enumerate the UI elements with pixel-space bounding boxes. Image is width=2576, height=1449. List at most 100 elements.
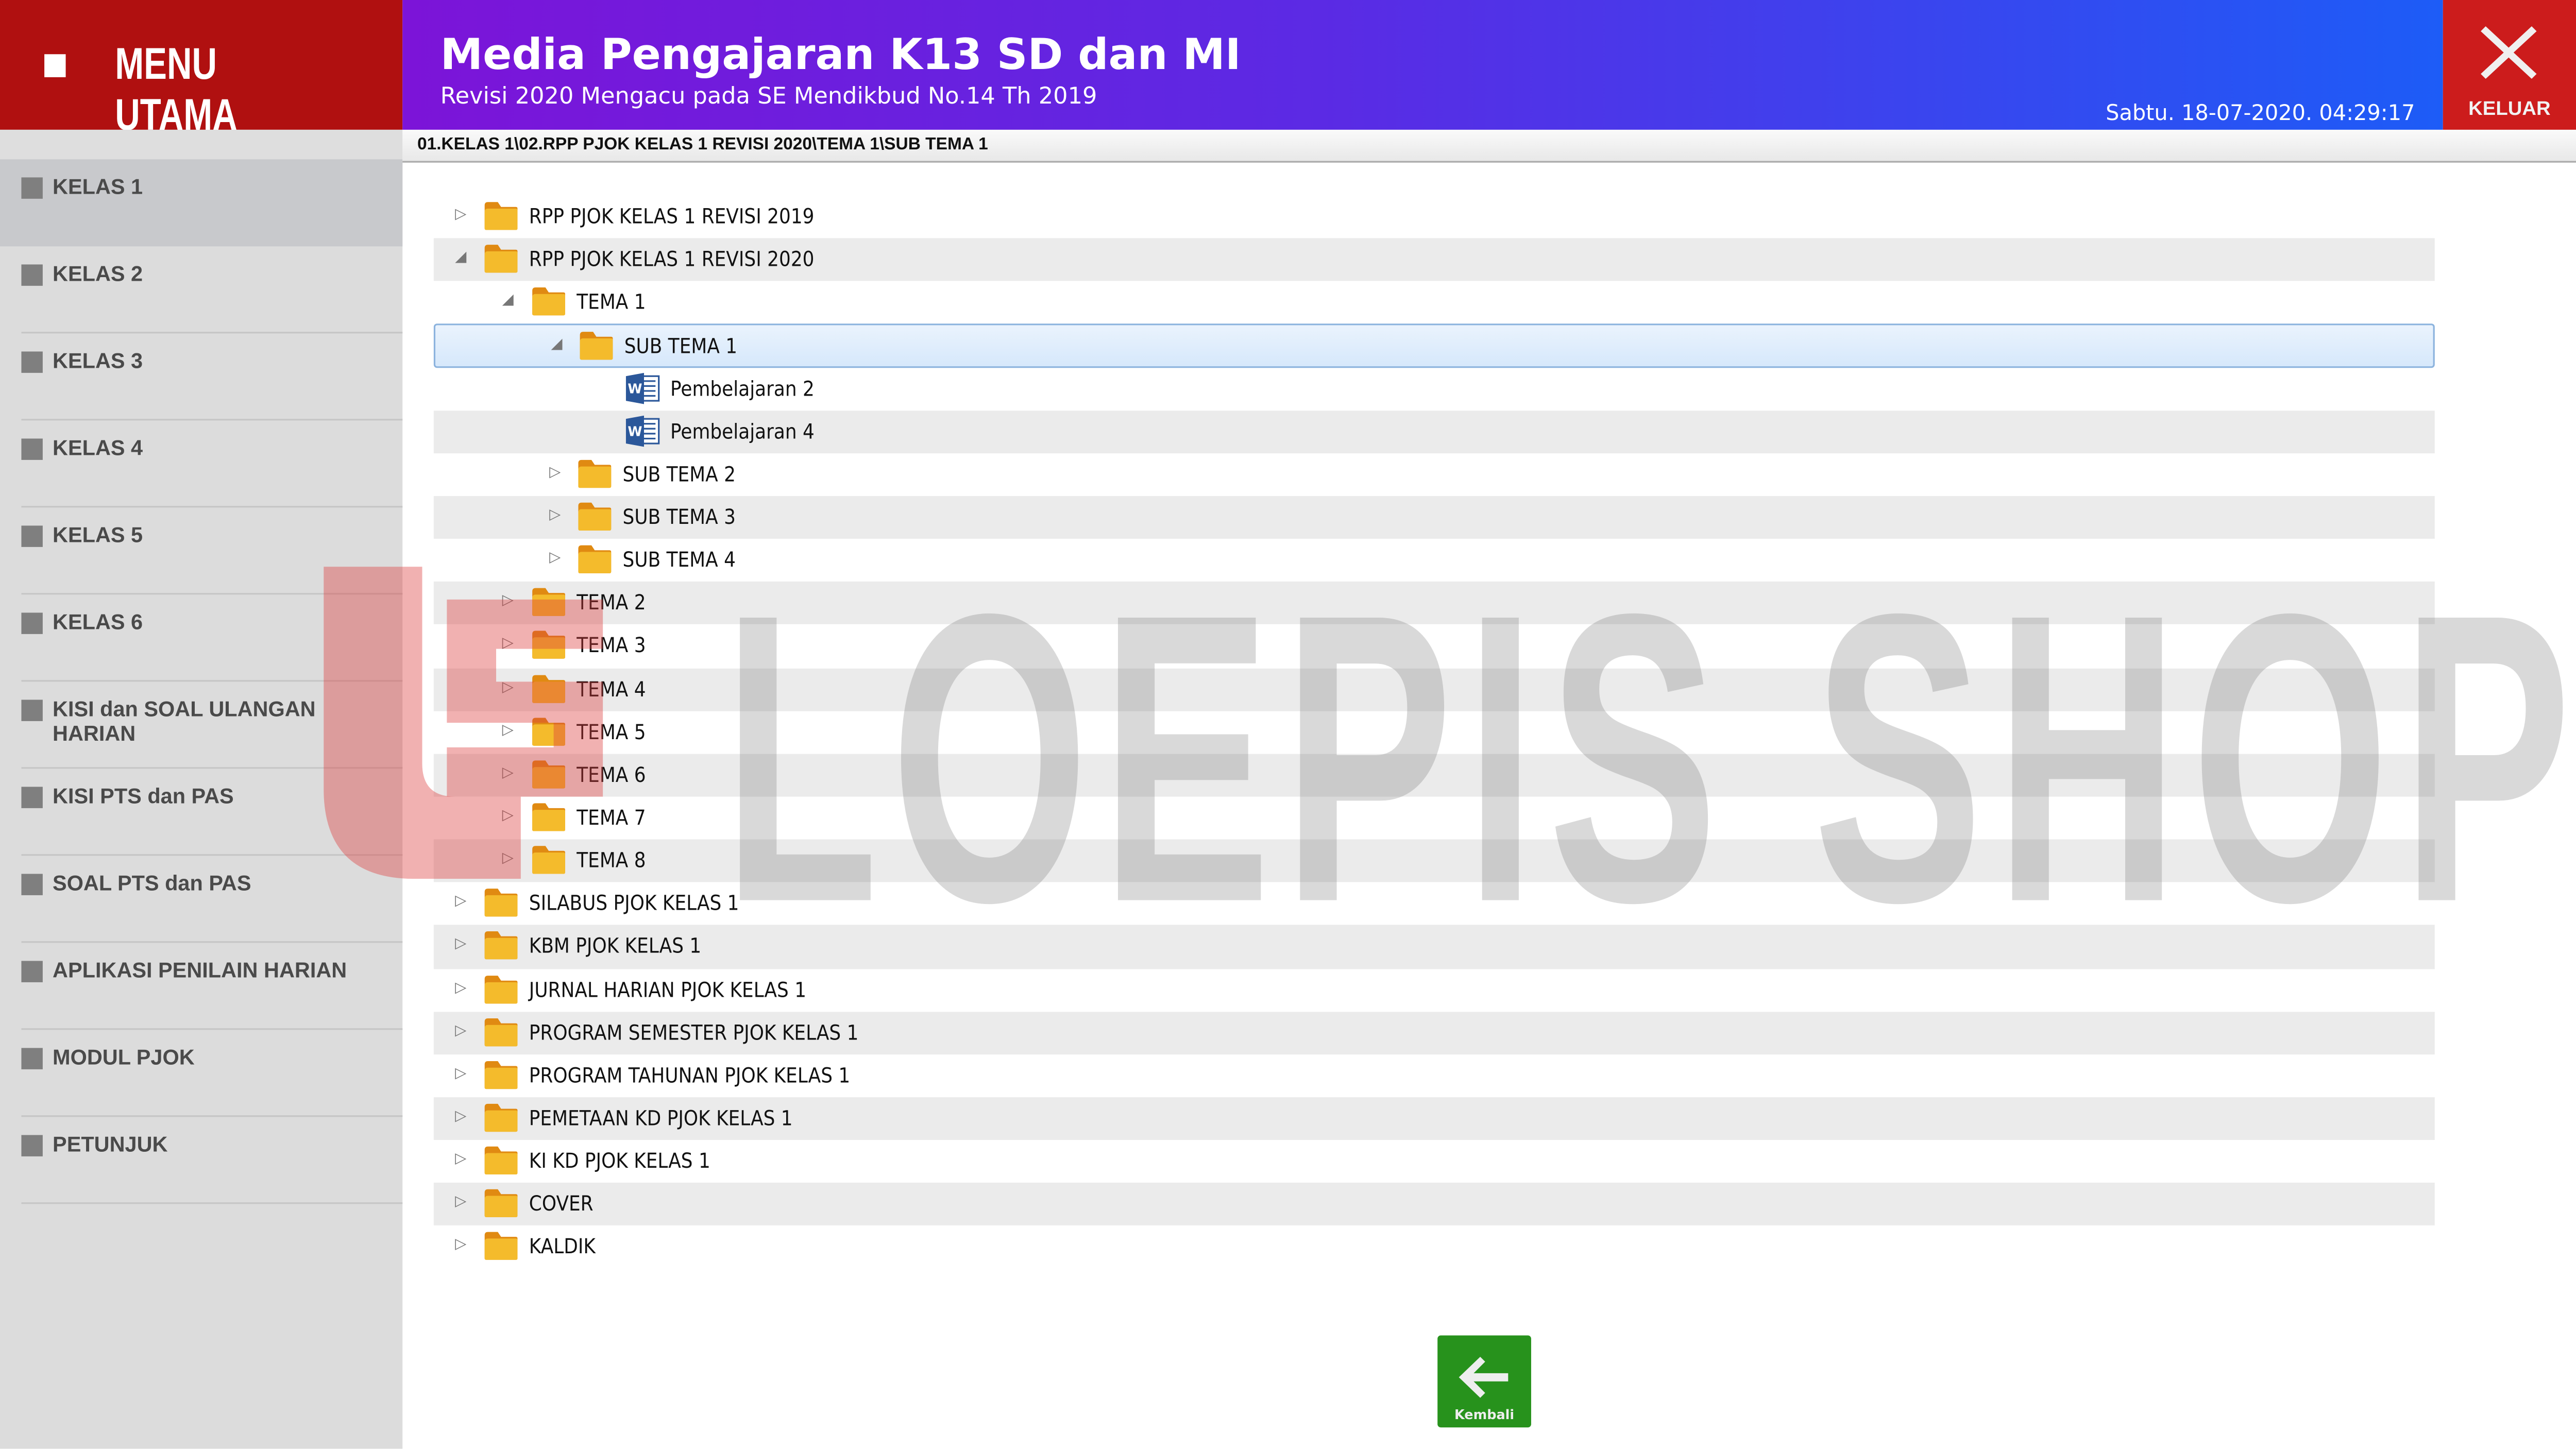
- svg-text:W: W: [628, 424, 642, 439]
- folder-icon: [530, 715, 566, 747]
- tree-item[interactable]: ◢ RPP PJOK KELAS 1 REVISI 2020: [433, 238, 2435, 282]
- divider: [21, 1115, 403, 1117]
- collapsed-arrow-icon[interactable]: ▷: [549, 464, 561, 481]
- sidebar-item-petunjuk[interactable]: PETUNJUK: [0, 1117, 403, 1204]
- sidebar-item-label: SOAL PTS dan PAS: [53, 871, 251, 895]
- collapsed-arrow-icon[interactable]: ▷: [549, 550, 561, 567]
- sidebar-item-label: KELAS 2: [53, 261, 143, 286]
- tree-item[interactable]: ▷ TEMA 4: [433, 668, 2435, 711]
- breadcrumb: 01.KELAS 1\02.RPP PJOK KELAS 1 REVISI 20…: [402, 129, 2576, 163]
- expanded-arrow-icon[interactable]: ◢: [502, 293, 514, 310]
- collapsed-arrow-icon[interactable]: ▷: [502, 636, 514, 653]
- expanded-arrow-icon[interactable]: ◢: [455, 250, 467, 267]
- sidebar-item-modul-pjok[interactable]: MODUL PJOK: [0, 1030, 403, 1117]
- collapsed-arrow-icon[interactable]: ▷: [502, 851, 514, 868]
- sidebar-item-kisi-pts-dan-pas[interactable]: KISI PTS dan PAS: [0, 769, 403, 856]
- sidebar-item-kelas-6[interactable]: KELAS 6: [0, 594, 403, 682]
- collapsed-arrow-icon[interactable]: ▷: [455, 1237, 467, 1254]
- collapsed-arrow-icon[interactable]: ▷: [455, 1065, 467, 1082]
- collapsed-arrow-icon[interactable]: ▷: [455, 1151, 467, 1168]
- tree-item[interactable]: ▷ TEMA 6: [433, 754, 2435, 797]
- collapsed-arrow-icon[interactable]: ▷: [455, 1022, 467, 1039]
- sidebar-item-label: KISI PTS dan PAS: [53, 783, 234, 808]
- collapsed-arrow-icon[interactable]: ▷: [455, 894, 467, 911]
- svg-text:W: W: [628, 381, 642, 396]
- tree-item[interactable]: ▷ PROGRAM SEMESTER PJOK KELAS 1: [433, 1011, 2435, 1054]
- sidebar-item-kelas-4[interactable]: KELAS 4: [0, 420, 403, 508]
- divider: [21, 854, 403, 856]
- back-button[interactable]: Kembali: [1437, 1335, 1531, 1428]
- tree-item[interactable]: ◢ TEMA 1: [434, 281, 2435, 324]
- tree-item[interactable]: ▷ JURNAL HARIAN PJOK KELAS 1: [434, 968, 2435, 1011]
- folder-icon: [483, 1059, 519, 1090]
- collapsed-arrow-icon[interactable]: ▷: [502, 765, 514, 782]
- sidebar-item-kelas-1[interactable]: KELAS 1: [0, 159, 403, 247]
- collapsed-arrow-icon[interactable]: ▷: [549, 507, 561, 524]
- bullet-square-icon: [21, 1048, 43, 1069]
- bullet-square-icon: [21, 438, 43, 460]
- tree-item[interactable]: ▷ PROGRAM TAHUNAN PJOK KELAS 1: [434, 1054, 2435, 1097]
- folder-icon: [530, 587, 566, 618]
- divider: [21, 1028, 403, 1030]
- sidebar-item-kelas-3[interactable]: KELAS 3: [0, 333, 403, 421]
- folder-icon: [483, 243, 519, 275]
- tree-item[interactable]: ▷ KBM PJOK KELAS 1: [433, 925, 2435, 968]
- collapsed-arrow-icon[interactable]: ▷: [502, 679, 514, 696]
- bullet-square-icon: [21, 612, 43, 634]
- collapsed-arrow-icon[interactable]: ▷: [502, 722, 514, 739]
- sidebar-item-label: KELAS 5: [53, 522, 143, 547]
- tree-item[interactable]: ▷ SUB TEMA 4: [434, 539, 2435, 582]
- folder-icon: [483, 1231, 519, 1263]
- main-menu-title: MENU UTAMA: [115, 39, 238, 140]
- tree-item-label: TEMA 1: [576, 289, 646, 314]
- divider: [21, 332, 403, 334]
- expanded-arrow-icon[interactable]: ◢: [551, 337, 563, 354]
- tree-item[interactable]: ▷ PEMETAAN KD PJOK KELAS 1: [433, 1097, 2435, 1140]
- folder-icon: [483, 973, 519, 1004]
- tree-item[interactable]: ▷ SILABUS PJOK KELAS 1: [434, 882, 2435, 925]
- divider: [21, 1202, 403, 1204]
- tree-item[interactable]: ▷ TEMA 3: [434, 625, 2435, 668]
- folder-icon: [579, 331, 615, 362]
- folder-icon: [578, 458, 614, 489]
- datetime: Sabtu. 18-07-2020. 04:29:17: [2106, 101, 2415, 127]
- tree-item[interactable]: ◢ SUB TEMA 1: [433, 324, 2435, 367]
- tree-item[interactable]: ▷ RPP PJOK KELAS 1 REVISI 2019: [434, 195, 2435, 238]
- tree-item[interactable]: ▷ TEMA 8: [433, 839, 2435, 883]
- folder-icon: [578, 544, 614, 575]
- tree-item[interactable]: W Pembelajaran 2: [434, 367, 2435, 410]
- sidebar-item-label: APLIKASI PENILAIN HARIAN: [53, 958, 347, 982]
- tree-item[interactable]: ▷ SUB TEMA 2: [434, 453, 2435, 496]
- collapsed-arrow-icon[interactable]: ▷: [502, 593, 514, 610]
- bullet-square-icon: [21, 264, 43, 286]
- collapsed-arrow-icon[interactable]: ▷: [455, 1109, 467, 1126]
- tree-item[interactable]: ▷ COVER: [433, 1183, 2435, 1226]
- collapsed-arrow-icon[interactable]: ▷: [455, 207, 467, 224]
- divider: [21, 593, 403, 595]
- divider: [21, 680, 403, 682]
- back-label: Kembali: [1454, 1407, 1515, 1423]
- tree-item[interactable]: ▷ KALDIK: [434, 1226, 2435, 1269]
- tree-item-label: SUB TEMA 3: [623, 504, 737, 529]
- collapsed-arrow-icon[interactable]: ▷: [455, 980, 467, 997]
- tree-item[interactable]: ▷ TEMA 2: [433, 582, 2435, 625]
- collapsed-arrow-icon[interactable]: ▷: [455, 1195, 467, 1211]
- tree-item[interactable]: ▷ KI KD PJOK KELAS 1: [434, 1140, 2435, 1183]
- sidebar-item-aplikasi-penilain-harian[interactable]: APLIKASI PENILAIN HARIAN: [0, 943, 403, 1030]
- sidebar-item-kelas-2[interactable]: KELAS 2: [0, 246, 403, 334]
- sidebar-item-kelas-5[interactable]: KELAS 5: [0, 507, 403, 595]
- tree-item[interactable]: ▷ TEMA 7: [434, 796, 2435, 839]
- tree-item-label: RPP PJOK KELAS 1 REVISI 2019: [529, 203, 815, 229]
- collapsed-arrow-icon[interactable]: ▷: [455, 936, 467, 953]
- folder-icon: [530, 759, 566, 790]
- sidebar-item-kisi-dan-soal-ulangan-harian[interactable]: KISI dan SOAL ULANGAN HARIAN: [0, 681, 403, 769]
- arrow-left-icon: [1459, 1356, 1509, 1398]
- tree-item[interactable]: W Pembelajaran 4: [433, 410, 2435, 453]
- collapsed-arrow-icon[interactable]: ▷: [502, 808, 514, 825]
- tree-item-label: SILABUS PJOK KELAS 1: [529, 891, 739, 915]
- tree-item[interactable]: ▷ SUB TEMA 3: [433, 496, 2435, 539]
- bullet-square-icon: [21, 961, 43, 982]
- sidebar-item-soal-pts-dan-pas[interactable]: SOAL PTS dan PAS: [0, 856, 403, 943]
- tree-item[interactable]: ▷ TEMA 5: [434, 711, 2435, 754]
- exit-button[interactable]: KELUAR: [2443, 0, 2576, 130]
